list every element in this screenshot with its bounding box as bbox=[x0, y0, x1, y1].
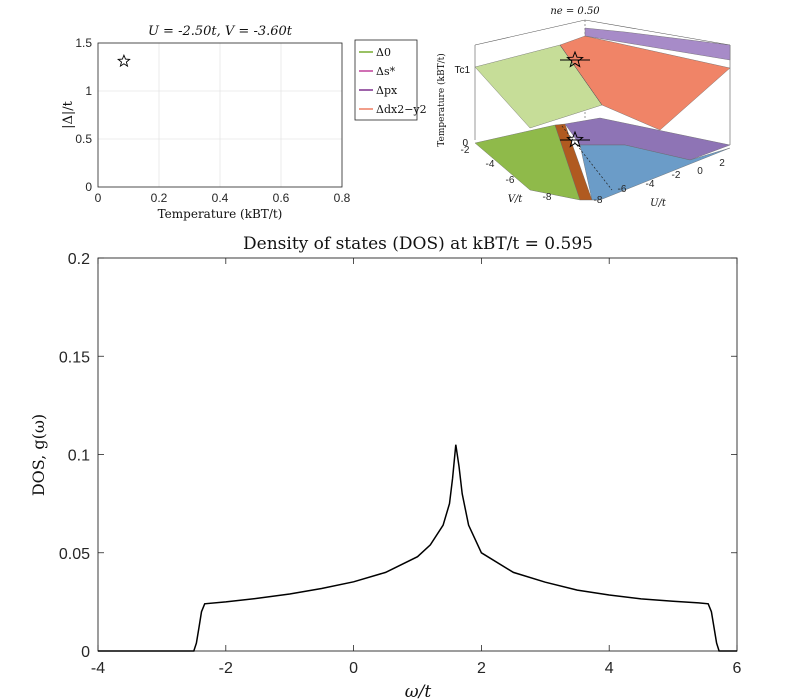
phase3d-utick: 2 bbox=[719, 158, 725, 169]
gap-ytick-label: 1 bbox=[85, 84, 92, 98]
dos-xtick-label: 0 bbox=[349, 660, 358, 677]
dos-ytick-label: 0.15 bbox=[59, 349, 90, 366]
phase3d-star-top bbox=[566, 50, 584, 68]
phase3d-zlabel: Temperature (kBT/t) bbox=[436, 53, 447, 147]
phase3d-vtick: -8 bbox=[543, 192, 552, 203]
gap-axes-box bbox=[97, 42, 343, 188]
gap-ylabel: |Δ|/t bbox=[61, 100, 76, 129]
phase3d-vtick: -6 bbox=[506, 175, 515, 186]
dos-title: Density of states (DOS) at kBT/t = 0.595 bbox=[243, 234, 593, 254]
phase3d-vticks: -2 -4 -6 -8 bbox=[461, 145, 552, 203]
phase3d-vtick: -2 bbox=[461, 145, 470, 156]
gap-legend: Δ0 Δs* Δpx Δdx2−y2 bbox=[354, 39, 427, 121]
gap-points bbox=[117, 53, 131, 68]
phase3d-utick: -4 bbox=[646, 179, 655, 190]
dos-xtick-label: -4 bbox=[91, 660, 105, 677]
gap-xticks: 0 0.2 0.4 0.6 0.8 bbox=[95, 191, 351, 205]
gap-ytick-label: 0.5 bbox=[75, 132, 92, 146]
gap-xtick-label: 0.6 bbox=[273, 191, 290, 205]
dos-xlabel: ω/t bbox=[405, 682, 432, 700]
phase3d-panel: ne = 0.50 Tc1 0 Temperature (kBT/t) -2 bbox=[436, 6, 731, 209]
phase3d-surface-p-wave bbox=[584, 27, 731, 61]
phase3d-star-bottom bbox=[566, 130, 584, 148]
phase3d-ulabel: U/t bbox=[650, 198, 667, 209]
gap-panel: 0 0.2 0.4 0.6 0.8 0 0.5 1 1.5 U = -2.50t, V = -… bbox=[61, 24, 427, 221]
gap-legend-label: Δ0 bbox=[376, 46, 391, 59]
phase3d-surface-boundary bbox=[559, 44, 603, 106]
dos-axes-box bbox=[97, 257, 738, 652]
dos-panel: Density of states (DOS) at kBT/t = 0.595… bbox=[29, 234, 742, 700]
gap-legend-items: Δ0 Δs* Δpx Δdx2−y2 bbox=[359, 46, 427, 116]
phase3d-vlabel: V/t bbox=[508, 194, 524, 205]
dos-xtick-label: 2 bbox=[477, 660, 486, 677]
phase3d-title: ne = 0.50 bbox=[550, 6, 600, 17]
gap-legend-label: Δs* bbox=[376, 65, 396, 78]
dos-ytick-label: 0.2 bbox=[68, 251, 90, 268]
phase3d-utick: -2 bbox=[672, 170, 681, 181]
dos-ylabel: DOS, g(ω) bbox=[29, 414, 48, 496]
gap-legend-box bbox=[354, 39, 418, 121]
gap-xtick-label: 0 bbox=[95, 191, 102, 205]
dos-ytick-label: 0.1 bbox=[68, 448, 90, 465]
gap-legend-label: Δdx2−y2 bbox=[376, 103, 427, 116]
dos-xtick-label: -2 bbox=[219, 660, 233, 677]
gap-xlabel: Temperature (kBT/t) bbox=[158, 207, 283, 221]
dos-xticks: -4 -2 0 2 4 6 bbox=[91, 258, 742, 677]
gap-xtick-label: 0.2 bbox=[151, 191, 168, 205]
gap-legend-label: Δpx bbox=[376, 84, 398, 97]
dos-ytick-label: 0.05 bbox=[59, 546, 90, 563]
gap-ytick-label: 0 bbox=[85, 180, 92, 194]
phase3d-utick: 0 bbox=[697, 166, 703, 177]
dos-xtick-label: 6 bbox=[733, 660, 742, 677]
gap-xtick-label: 0.4 bbox=[212, 191, 229, 205]
phase3d-vtick: -4 bbox=[486, 159, 495, 170]
phase3d-uticks: -8 -6 -4 -2 0 2 bbox=[594, 158, 726, 206]
dos-ytick-label: 0 bbox=[81, 644, 90, 661]
gap-title: U = -2.50t, V = -3.60t bbox=[148, 24, 293, 39]
phase3d-utick: -6 bbox=[618, 184, 627, 195]
dos-xtick-label: 4 bbox=[605, 660, 614, 677]
phase3d-floor-blue bbox=[579, 144, 731, 201]
phase3d-floor-dashed bbox=[561, 125, 613, 191]
phase3d-ztick-0: 0 bbox=[462, 138, 468, 149]
gap-star-point bbox=[117, 53, 131, 68]
gap-xtick-label: 0.8 bbox=[334, 191, 351, 205]
dos-series-line bbox=[98, 444, 737, 652]
gap-ytick-label: 1.5 bbox=[75, 36, 92, 50]
phase3d-utick: -8 bbox=[594, 195, 603, 206]
gap-yticks: 0 0.5 1 1.5 bbox=[75, 36, 92, 194]
phase3d-ztick-tc1: Tc1 bbox=[454, 65, 470, 76]
